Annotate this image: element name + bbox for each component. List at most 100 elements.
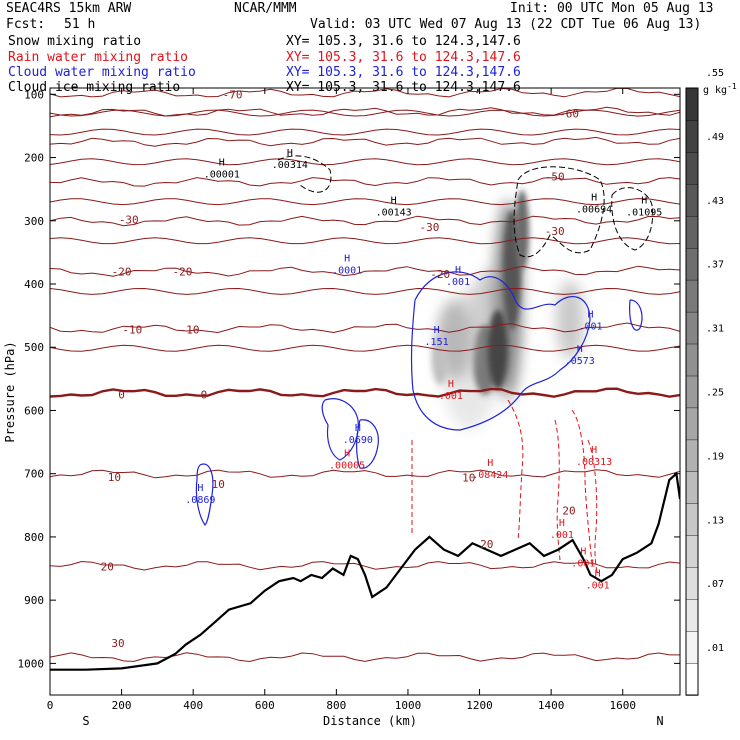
maximum-value: .00314	[272, 160, 308, 171]
temperature-labels: -70 -60 -50 -30 -30 -30 -20 -20 -20 -10 -10 0 0 10 10 1…	[101, 88, 579, 650]
temperature-label: 10	[108, 471, 121, 484]
x-axis: 0 200 400 600 800 1000 1200 1400 1600	[47, 88, 636, 712]
temperature-label: 20	[101, 561, 114, 574]
x-tick-label: 800	[326, 699, 346, 712]
temperature-label: -50	[545, 171, 565, 184]
temperature-contour	[50, 237, 680, 245]
snow-shading	[432, 190, 584, 430]
init-time: Init: 00 UTC Mon 05 Aug 13	[510, 1, 714, 16]
hydrometeor-contours	[195, 155, 654, 576]
field-name-snow: Snow mixing ratio	[8, 34, 142, 49]
temperature-contour	[50, 215, 680, 227]
colorbar-label: .13	[706, 515, 724, 526]
temperature-contour	[50, 128, 680, 136]
colorbar-frame	[685, 87, 699, 696]
maximum-marker: H	[455, 265, 461, 276]
plot-frame	[49, 87, 681, 696]
field-xy-rain: XY= 105.3, 31.6 to 124.3,147.6	[286, 50, 521, 65]
maximum-value: .08424	[472, 470, 508, 481]
temperature-contour	[50, 265, 680, 277]
colorbar-bin	[685, 535, 699, 568]
maximum-value: .001	[578, 321, 602, 332]
y-tick-label: 300	[24, 215, 44, 228]
maximum-value: .0573	[565, 356, 595, 367]
temperature-contour	[50, 287, 680, 295]
temperature-contour	[50, 136, 680, 147]
temperature-label: 10	[462, 471, 475, 484]
maximum-marker: H	[595, 569, 601, 580]
temperature-label: -30	[545, 225, 565, 238]
maximum-marker: H	[219, 158, 225, 169]
temperature-label: 30	[111, 637, 124, 650]
cloud-water-contour	[629, 299, 643, 331]
cloud-water-contour	[410, 271, 591, 431]
temperature-label: -30	[119, 214, 139, 227]
x-tick-label: 0	[47, 699, 54, 712]
colorbar-bin	[685, 183, 699, 217]
temperature-label: -30	[419, 221, 439, 234]
org-label: NCAR/MMM	[234, 1, 297, 16]
maximum-value: .00005	[329, 460, 365, 471]
y-axis-label: Pressure (hPa)	[3, 341, 17, 442]
colorbar-label: .25	[706, 388, 724, 399]
maximum-marker: H	[577, 344, 583, 355]
colorbar-bin	[685, 439, 699, 472]
rain-contour	[571, 409, 593, 566]
temperature-contour	[50, 560, 680, 571]
y-tick-label: 700	[24, 468, 44, 481]
snow-contour	[611, 187, 654, 251]
temperature-label: -10	[122, 324, 142, 337]
y-tick-label: 200	[24, 152, 44, 165]
maximum-value: .0869	[185, 495, 215, 506]
maximum-marker: H	[197, 483, 203, 494]
maximum-marker: H	[355, 423, 361, 434]
x-tick-label: 400	[183, 699, 203, 712]
maximum-marker: H	[448, 379, 454, 390]
cloud-water-contour	[356, 419, 379, 469]
colorbar-label: .19	[706, 451, 724, 462]
maximum-marker: H	[391, 195, 397, 206]
maximum-marker: H	[587, 309, 593, 320]
field-name-cloud-water: Cloud water mixing ratio	[8, 65, 196, 80]
maximum-value: .151	[425, 337, 449, 348]
maximum-value: .001	[586, 581, 610, 592]
forecast-hour-value: 51 h	[64, 17, 96, 32]
temperature-label: -20	[112, 265, 132, 278]
x-tick-label: 1200	[466, 699, 493, 712]
maximum-value: .001	[439, 391, 463, 402]
temperature-contour	[50, 652, 680, 663]
temperature-contours	[50, 88, 680, 663]
maximum-value: .001	[571, 558, 595, 569]
temperature-label: -60	[559, 107, 579, 120]
colorbar-bin	[685, 567, 699, 600]
colorbar-bin	[685, 215, 699, 249]
field-xy-cloud-water: XY= 105.3, 31.6 to 124.3,147.6	[286, 65, 521, 80]
temperature-label: -20	[430, 268, 450, 281]
colorbar-label: .37	[706, 260, 724, 271]
temperature-label: 0	[201, 389, 208, 402]
temperature-contour	[50, 469, 680, 479]
model-title: SEAC4RS 15km ARW	[6, 1, 132, 16]
temperature-contour	[50, 177, 680, 187]
snow-contour	[513, 166, 605, 258]
temperature-contour	[50, 387, 680, 398]
temperature-label: -10	[180, 324, 200, 337]
colorbar-bin	[685, 599, 699, 632]
x-tick-label: 600	[255, 699, 275, 712]
colorbar-label: .49	[706, 132, 724, 143]
maximum-marker: H	[287, 148, 293, 159]
field-xy-snow: XY= 105.3, 31.6 to 124.3,147.6	[286, 34, 521, 49]
x-tick-label: 1600	[609, 699, 636, 712]
y-tick-label: 100	[24, 88, 44, 101]
temperature-label: -20	[173, 265, 193, 278]
maximum-value: .00143	[376, 207, 412, 218]
y-tick-label: 400	[24, 278, 44, 291]
maximum-value: .0001	[332, 266, 362, 277]
temperature-contour	[50, 198, 680, 206]
x-tick-label: 1400	[538, 699, 565, 712]
x-tick-label: 1000	[395, 699, 422, 712]
maximum-value: .0690	[343, 435, 373, 446]
colorbar-bin	[685, 630, 699, 664]
maximum-marker: H	[641, 195, 647, 206]
temperature-label: 0	[118, 389, 125, 402]
